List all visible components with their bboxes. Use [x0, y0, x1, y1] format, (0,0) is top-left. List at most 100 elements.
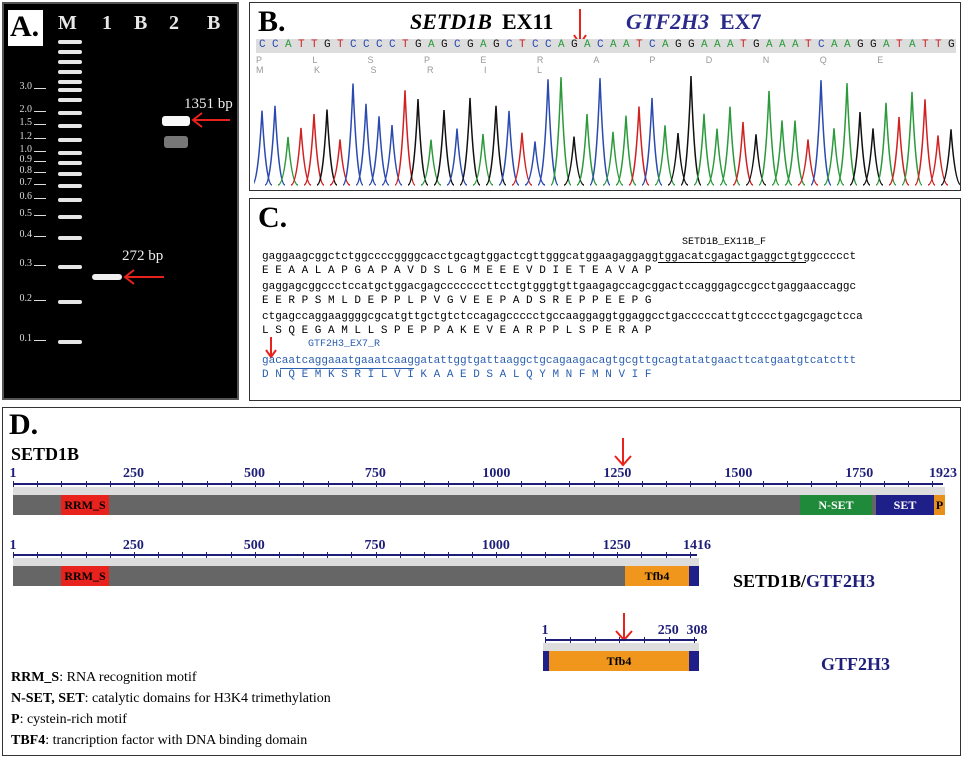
- base-call: A: [479, 39, 488, 51]
- aa-line: E E R P S M L D E P P L P V G V E E P A …: [262, 295, 652, 307]
- trace-peak: [836, 83, 858, 186]
- trace-peak: [329, 139, 351, 186]
- base-call: A: [882, 39, 891, 51]
- protein2-bar: [13, 566, 699, 586]
- lane-label-m: M: [58, 12, 77, 34]
- trace-peak: [407, 98, 429, 186]
- base-call: A: [427, 39, 436, 51]
- ladder-label: 0.1: [19, 333, 33, 344]
- base-call: C: [648, 39, 657, 51]
- aa-line-fusion: D N Q E M K S R I L V I K A A E D S A L …: [262, 369, 652, 381]
- ladder-label: 0.3: [19, 258, 33, 269]
- base-call: A: [284, 39, 293, 51]
- lane-label-2: 2: [169, 12, 179, 34]
- trace-peak: [888, 116, 910, 186]
- trace-peak: [940, 129, 960, 186]
- ladder-label: 3.0: [19, 81, 33, 92]
- lane-label-b1: B: [134, 12, 148, 34]
- domain-tfb4-fusion: Tfb4: [625, 566, 689, 586]
- base-call: G: [947, 39, 956, 51]
- base-call: C: [453, 39, 462, 51]
- gel-arrows: [123, 112, 230, 285]
- sequence-panel: C. SETD1B_EX11B_F gaggaagcggctctggccccgg…: [249, 198, 961, 401]
- trace-peak: [472, 133, 494, 186]
- trace-peak: [758, 90, 780, 186]
- axis-tick-label: 500: [243, 466, 265, 481]
- lane-label-1: 1: [102, 12, 112, 34]
- trace-peak: [446, 128, 468, 186]
- trace-peak: [875, 102, 897, 186]
- trace-peak: [719, 106, 741, 186]
- forward-primer-label: SETD1B_EX11B_F: [682, 237, 767, 248]
- trace-peak: [459, 97, 481, 186]
- legend-item: TBF4: trancription factor with DNA bindi…: [11, 733, 308, 748]
- ladder-label: 0.5: [19, 208, 33, 219]
- base-call: A: [843, 39, 852, 51]
- trace-peak: [797, 139, 819, 186]
- domain-set: SET: [876, 495, 934, 515]
- base-call: A: [765, 39, 774, 51]
- band-272-label: 272 bp: [122, 248, 164, 264]
- axis-tick-label: 1: [9, 538, 17, 553]
- gene1-exon: EX11: [502, 9, 554, 34]
- legend-item: RRM_S: RNA recognition motif: [11, 670, 197, 685]
- base-call: G: [856, 39, 865, 51]
- trace-peak: [589, 78, 611, 186]
- reverse-primer-label: GTF2H3_EX7_R: [308, 339, 381, 350]
- base-call: T: [895, 39, 904, 51]
- protein-domain-panel: D. SETD1B RRM_S N-SET SET P RRM_S Tfb4 S…: [2, 407, 961, 756]
- axis-tick-label: 1750: [845, 466, 874, 481]
- base-call: A: [700, 39, 709, 51]
- gel-panel: A. M 1 B 2 B 3.0 2.0 1.5 1.2 1.0 0.9 0.8…: [2, 2, 239, 400]
- axis-tick-label: 1000: [481, 538, 510, 553]
- trace-peak: [810, 80, 832, 186]
- trace-peak: [290, 127, 312, 186]
- base-call: C: [505, 39, 514, 51]
- base-call: C: [544, 39, 553, 51]
- domain-rrm-s-fusion: RRM_S: [61, 566, 109, 586]
- panel-a-label: A.: [8, 10, 44, 46]
- base-call: A: [778, 39, 787, 51]
- base-call: G: [869, 39, 878, 51]
- base-call: G: [674, 39, 683, 51]
- axis-tick-label: 250: [122, 538, 144, 553]
- trace-peak: [264, 105, 286, 186]
- ladder-label: 2.0: [19, 104, 33, 115]
- base-call: G: [440, 39, 449, 51]
- ladder-label: 1.5: [19, 117, 33, 128]
- ladder-label: 0.2: [19, 293, 33, 304]
- base-call: A: [557, 39, 566, 51]
- base-call: C: [375, 39, 384, 51]
- axis-tick-label: 1416: [683, 538, 711, 553]
- trace-peak: [342, 83, 364, 186]
- seq-line-fusion: gacaatcaggaaatgaaatcaaggatattggtgattaagg…: [262, 355, 857, 367]
- base-call: T: [739, 39, 748, 51]
- ladder-label: 0.8: [19, 165, 33, 176]
- seq-line: ctgagccaggaaggggcgcatgttgctgtctccagagccc…: [262, 311, 863, 323]
- base-call: A: [713, 39, 722, 51]
- base-call: A: [609, 39, 618, 51]
- trace-peak: [576, 113, 598, 186]
- axis-tick-label: 1000: [482, 466, 511, 481]
- domain-rrm-s: RRM_S: [61, 495, 109, 515]
- band-1351-label: 1351 bp: [184, 96, 233, 112]
- domain-n-set: N-SET: [800, 495, 872, 515]
- trace-peak: [680, 75, 702, 186]
- base-call: A: [726, 39, 735, 51]
- base-call: C: [817, 39, 826, 51]
- axis-tick-label: 1250: [602, 538, 631, 553]
- base-call: T: [336, 39, 345, 51]
- seq-line: gaggagcggccctccatgctggacgagcccccccttcctg…: [262, 281, 857, 293]
- base-call: A: [622, 39, 631, 51]
- base-call: C: [258, 39, 267, 51]
- panel-d-label: D.: [9, 408, 39, 441]
- seq-line: gaggaagcggctctggccccggggcacctgcagtggactc…: [262, 251, 857, 263]
- trace-peak: [420, 139, 442, 186]
- panel-b-label: B.: [258, 5, 286, 38]
- trace-peak: [563, 136, 585, 186]
- aa-row: P L S P E R A P D N Q E M K S R I L: [256, 55, 908, 75]
- base-call: T: [297, 39, 306, 51]
- base-call: C: [271, 39, 280, 51]
- base-call: T: [635, 39, 644, 51]
